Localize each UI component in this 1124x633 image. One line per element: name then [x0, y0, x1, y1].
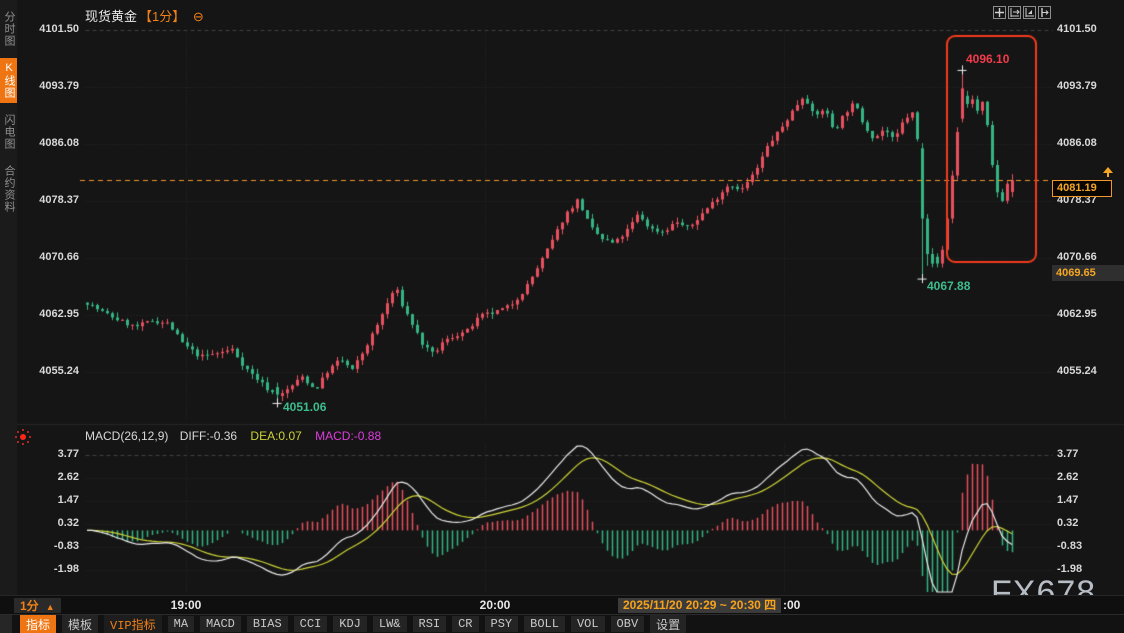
macd-tick-right: -1.98 — [1057, 563, 1083, 575]
macd-indicator-header: MACD(26,12,9) DIFF:-0.36 DEA:0.07 MACD:-… — [85, 429, 381, 443]
price-marker-arrow-icon — [1103, 167, 1113, 177]
period-tag: 【1分】 — [139, 9, 186, 24]
macd-tick-left: 3.77 — [57, 448, 79, 460]
price-tick-right: 4101.50 — [1057, 23, 1097, 35]
sidebar-item-2[interactable]: K线图 — [0, 58, 17, 103]
sidebar-item-1[interactable]: 分时图 — [3, 11, 15, 47]
toolbar-button-设置[interactable]: 设置 — [650, 614, 687, 633]
sidebar-item-3[interactable]: 闪电图 — [3, 114, 15, 150]
chart-type-sidebar: 分时图 K线图闪电图合约资料 — [0, 0, 17, 595]
price-tick-right: 4055.24 — [1057, 365, 1097, 378]
price-tick-left: 4086.08 — [39, 137, 79, 149]
price-tick-right: 4086.08 — [1057, 137, 1097, 149]
toolbar-handle[interactable] — [0, 614, 12, 633]
indicator-toolbar: 指标 模板 VIP指标 MA MACD BIAS CCI KDJ LW& RSI CR PSY BOLL… — [0, 614, 1124, 633]
toolbar-button-boll[interactable]: BOLL — [524, 616, 565, 632]
toolbar-button-vol[interactable]: VOL — [570, 616, 605, 632]
macd-tick-left: -1.98 — [53, 563, 79, 575]
macd-name-label: MACD(26,12,9) — [85, 429, 169, 443]
toolbar-button-obv[interactable]: OBV — [610, 616, 645, 632]
toolbar-button-指标[interactable]: 指标 — [20, 614, 57, 633]
macd-tick-left: 1.47 — [57, 494, 79, 506]
chart-title: 现货黄金 【1分】 ⊖ — [85, 6, 204, 25]
session-low-annotation: 4051.06 — [283, 400, 327, 414]
collapse-indicator-icon[interactable]: ⊖ — [192, 9, 204, 24]
macd-tick-left: 0.32 — [57, 517, 79, 529]
toolbar-button-kdj[interactable]: KDJ — [333, 616, 367, 632]
price-tick-right: 4070.66 — [1057, 251, 1097, 264]
move-icon[interactable] — [993, 6, 1006, 19]
toolbar-button-ma[interactable]: MA — [167, 616, 195, 632]
price-tick-left: 4062.95 — [39, 308, 79, 321]
price-tick-left: 4055.24 — [39, 365, 79, 378]
toolbar-button-cr[interactable]: CR — [452, 616, 479, 632]
macd-tick-right: 2.62 — [1057, 471, 1079, 483]
time-axis-label: 20:00 — [479, 598, 511, 612]
secondary-price-badge: 4069.65 — [1052, 265, 1124, 281]
macd-diff-value: DIFF:-0.36 — [179, 429, 238, 443]
crosshair-time-badge: 2025/11/20 20:29 ~ 20:30 四 — [618, 598, 782, 613]
macd-tick-right: 1.47 — [1057, 494, 1079, 506]
macd-tick-right: 3.77 — [1057, 448, 1079, 460]
period-selector[interactable]: 1分 ▲ — [14, 598, 61, 613]
chart-tool-icons — [993, 6, 1051, 19]
macd-dea-value: DEA:0.07 — [250, 429, 302, 443]
toolbar-button-bias[interactable]: BIAS — [246, 616, 288, 632]
high-price-annotation: 4096.10 — [966, 52, 1010, 66]
period-arrow-icon: ▲ — [45, 602, 55, 612]
symbol-name: 现货黄金 — [85, 9, 138, 24]
price-tick-left: 4070.66 — [39, 251, 79, 264]
macd-tick-left: -0.83 — [53, 540, 79, 552]
price-tick-right: 4093.79 — [1057, 80, 1097, 92]
alert-starburst-icon[interactable] — [16, 430, 30, 444]
macd-tick-left: 2.62 — [57, 471, 79, 483]
price-tick-left: 4093.79 — [39, 80, 79, 92]
toolbar-button-cci[interactable]: CCI — [293, 616, 328, 632]
time-axis-row: 1分 ▲ 19:00 20:00 2025/11/20 20:29 ~ 20:30 … — [0, 595, 1124, 614]
toolbar-button-模板[interactable]: 模板 — [62, 614, 99, 633]
toolbar-button-psy[interactable]: PSY — [484, 616, 519, 632]
go-to-latest-icon[interactable] — [1038, 6, 1051, 19]
macd-tick-right: 0.32 — [1057, 517, 1079, 529]
price-tick-right: 4062.95 — [1057, 308, 1097, 321]
period-label: 1分 — [20, 599, 39, 613]
sidebar-item-4[interactable]: 合约资料 — [3, 165, 15, 213]
toolbar-button-rsi[interactable]: RSI — [412, 616, 447, 632]
toolbar-button-vip指标[interactable]: VIP指标 — [104, 614, 162, 633]
auto-scale-icon[interactable] — [1023, 6, 1036, 19]
time-axis-label: 19:00 — [170, 598, 202, 612]
toolbar-button-lw-[interactable]: LW& — [372, 616, 407, 632]
partial-time-label: :00 — [783, 598, 801, 612]
toolbar-button-macd[interactable]: MACD — [200, 616, 241, 632]
macd-macd-value: MACD:-0.88 — [315, 429, 382, 443]
price-tick-right: 4078.37 — [1057, 194, 1097, 207]
price-tick-left: 4078.37 — [39, 194, 79, 207]
current-price-badge: 4081.19 — [1052, 180, 1112, 197]
macd-tick-right: -0.83 — [1057, 540, 1083, 552]
fit-x-axis-icon[interactable] — [1008, 6, 1021, 19]
price-tick-left: 4101.50 — [39, 23, 79, 35]
low-price-annotation: 4067.88 — [927, 279, 971, 293]
